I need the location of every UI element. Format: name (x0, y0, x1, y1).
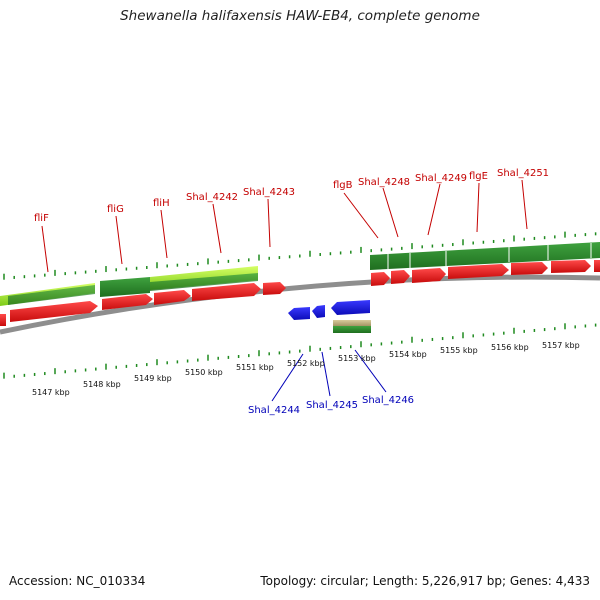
gene-label: fliG (107, 204, 124, 215)
leader-line (521, 179, 528, 230)
cds-track (0, 242, 600, 306)
cds-band-dark (370, 242, 600, 270)
gene-label: fliF (34, 213, 49, 224)
gene-arrow-forward (391, 270, 410, 284)
genome-backbone (0, 274, 600, 335)
reverse-genes (288, 300, 371, 333)
cds-band-dark (150, 273, 258, 291)
leader-line (115, 215, 123, 265)
gene-label: fliH (153, 198, 170, 209)
scale-label: 5149 kbp (134, 374, 172, 383)
cds-band-dark (100, 277, 150, 297)
leader-line (321, 351, 331, 397)
leader-line (354, 349, 387, 393)
gene-arrow-reverse (331, 300, 370, 315)
scale-label: 5151 kbp (236, 363, 274, 372)
gene-arrow-forward (192, 283, 261, 301)
gene-arrow-forward (448, 264, 509, 279)
forward-genes (0, 260, 600, 326)
lower-scale-ticks (3, 323, 597, 379)
gene-arrow-reverse (288, 307, 310, 320)
gene-label: Shal_4244 (248, 405, 300, 416)
cds-band-dark (8, 285, 95, 305)
gene-arrow-forward (412, 268, 446, 283)
scale-label: 5157 kbp (542, 341, 580, 350)
scale-label: 5152 kbp (287, 359, 325, 368)
gene-arrow-forward (102, 294, 153, 310)
accession-text: Accession: NC_010334 (9, 574, 146, 588)
bottom-gene-labels: Shal_4244 Shal_4245 Shal_4246 (248, 395, 414, 416)
topology-text: Topology: circular; Length: 5,226,917 bp… (260, 574, 590, 588)
leader-line (267, 198, 271, 248)
leader-line (382, 187, 399, 238)
cds-band-tan (333, 320, 371, 326)
map-title: Shewanella halifaxensis HAW-EB4, complet… (120, 8, 480, 24)
gene-arrow-forward (0, 314, 6, 326)
top-gene-labels: fliF fliG fliH Shal_4242 Shal_4243 flgB … (34, 168, 549, 224)
bottom-label-leaders (271, 349, 387, 402)
gene-arrow-forward (511, 262, 548, 275)
gene-label: Shal_4246 (362, 395, 414, 406)
gene-arrow-forward (154, 290, 191, 305)
scale-labels: 5147 kbp 5148 kbp 5149 kbp 5150 kbp 5151… (32, 341, 580, 397)
gene-label: Shal_4248 (358, 177, 410, 188)
gene-label: Shal_4242 (186, 192, 238, 203)
scale-label: 5153 kbp (338, 354, 376, 363)
cds-band-dark (333, 326, 371, 333)
leader-line (160, 209, 168, 259)
gene-label: Shal_4243 (243, 187, 295, 198)
gene-arrow-forward (551, 260, 591, 273)
gene-arrow-forward (594, 260, 600, 272)
gene-label: flgE (469, 171, 488, 182)
gene-label: Shal_4249 (415, 173, 467, 184)
top-label-leaders (41, 179, 528, 273)
leader-line (41, 225, 49, 273)
leader-line (427, 183, 441, 236)
scale-label: 5150 kbp (185, 368, 223, 377)
gene-label: flgB (333, 180, 353, 191)
scale-label: 5147 kbp (32, 388, 70, 397)
scale-label: 5148 kbp (83, 380, 121, 389)
leader-line (212, 203, 222, 254)
leader-line (476, 182, 480, 233)
scale-label: 5154 kbp (389, 350, 427, 359)
leader-line (343, 192, 379, 239)
gene-label: Shal_4251 (497, 168, 549, 179)
gene-arrow-forward (10, 301, 98, 322)
scale-label: 5155 kbp (440, 346, 478, 355)
gene-label: Shal_4245 (306, 400, 358, 411)
scale-label: 5156 kbp (491, 343, 529, 352)
gene-arrow-forward (263, 282, 286, 295)
leader-line (271, 353, 304, 402)
upper-scale-ticks (3, 231, 597, 280)
gene-arrow-forward (371, 272, 390, 286)
gene-arrow-reverse (312, 305, 325, 318)
